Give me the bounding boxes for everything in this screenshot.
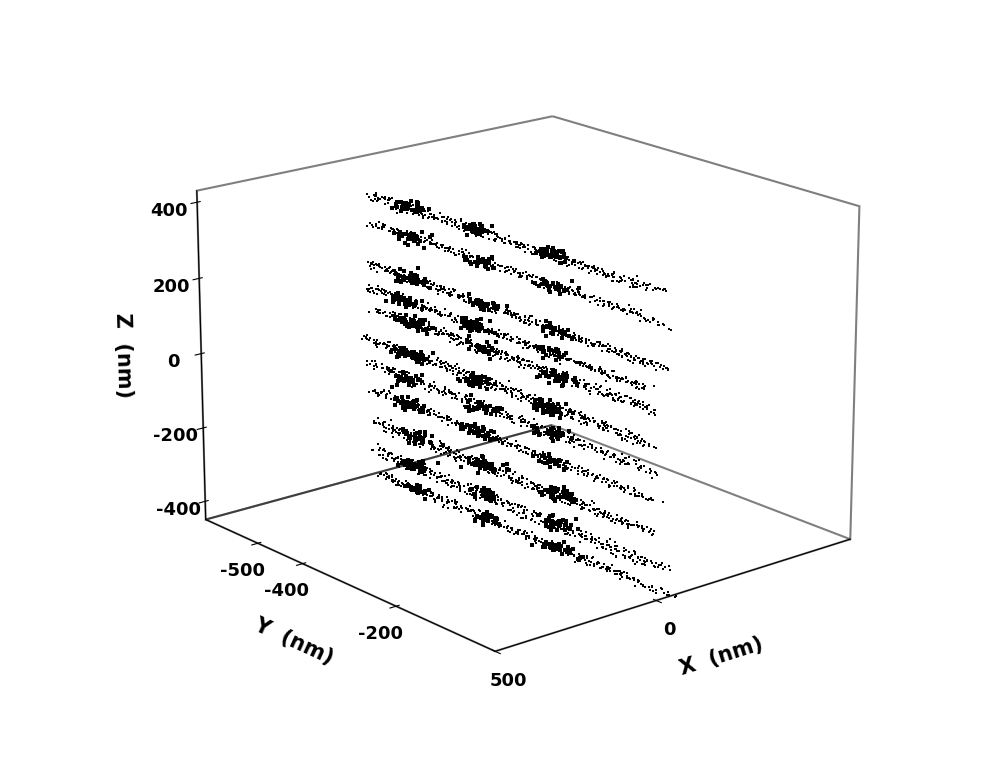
Y-axis label: Y  (nm): Y (nm) (252, 615, 337, 669)
X-axis label: X  (nm): X (nm) (677, 633, 766, 678)
